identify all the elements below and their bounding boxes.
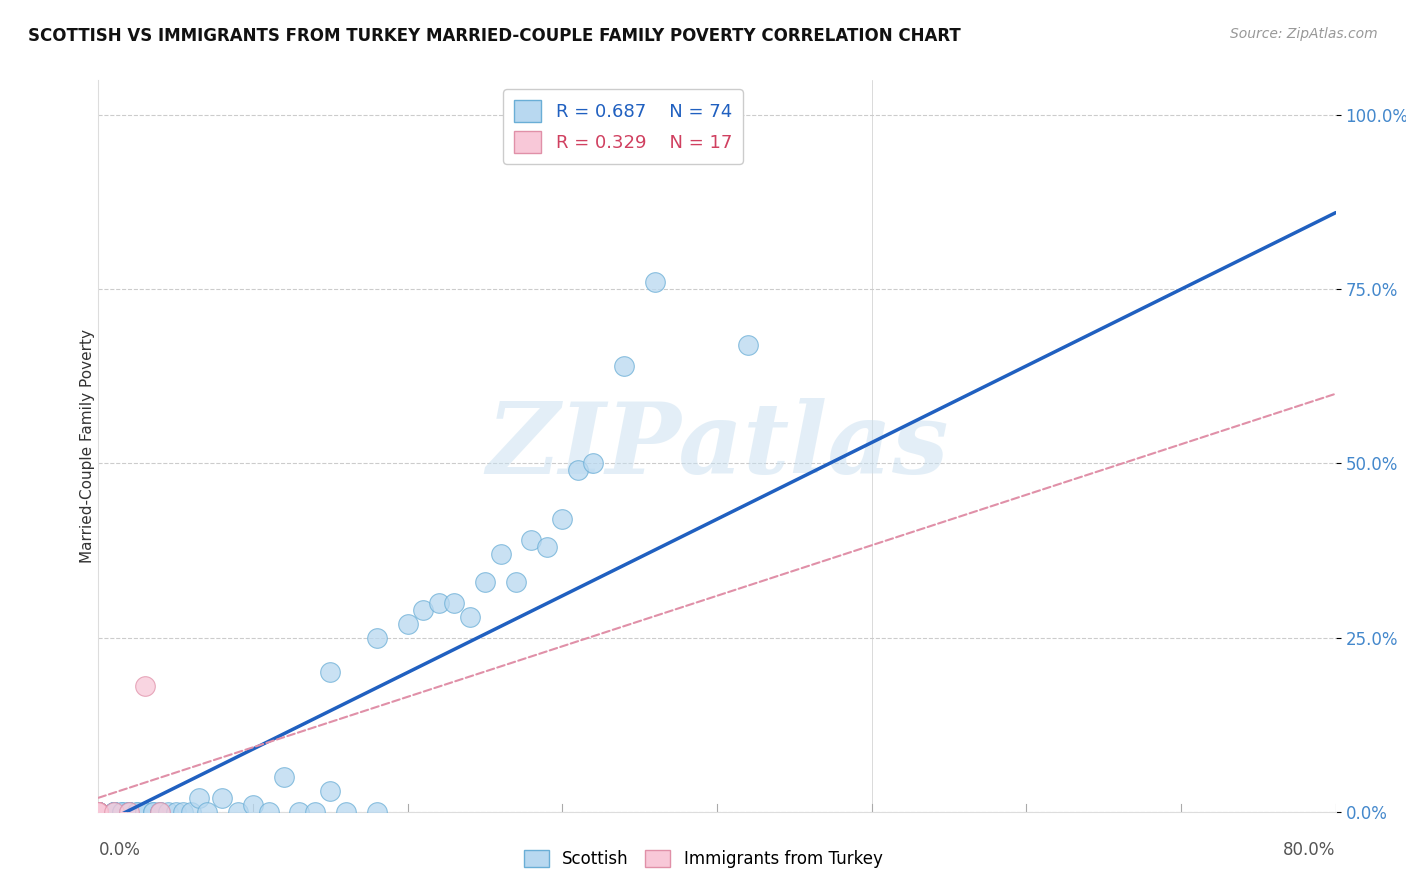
Point	[87, 805, 110, 819]
Point	[149, 805, 172, 819]
Point	[87, 805, 110, 819]
Text: ZIPatlas: ZIPatlas	[486, 398, 948, 494]
Point	[87, 805, 110, 819]
Y-axis label: Married-Couple Family Poverty: Married-Couple Family Poverty	[80, 329, 94, 563]
Point	[134, 805, 156, 819]
Point	[87, 805, 110, 819]
Point	[87, 805, 110, 819]
Point	[319, 784, 342, 798]
Point	[111, 805, 132, 819]
Point	[141, 805, 165, 819]
Point	[412, 603, 434, 617]
Point	[87, 805, 110, 819]
Point	[87, 805, 110, 819]
Point	[141, 805, 165, 819]
Point	[195, 805, 218, 819]
Point	[87, 805, 110, 819]
Point	[87, 805, 110, 819]
Point	[87, 805, 110, 819]
Point	[87, 805, 110, 819]
Point	[87, 805, 110, 819]
Point	[87, 805, 110, 819]
Point	[211, 790, 233, 805]
Point	[551, 512, 574, 526]
Point	[87, 805, 110, 819]
Point	[87, 805, 110, 819]
Text: Source: ZipAtlas.com: Source: ZipAtlas.com	[1230, 27, 1378, 41]
Point	[180, 805, 202, 819]
Point	[582, 457, 605, 471]
Point	[567, 463, 589, 477]
Point	[103, 805, 125, 819]
Point	[149, 805, 172, 819]
Point	[118, 805, 141, 819]
Point	[87, 805, 110, 819]
Point	[87, 805, 110, 819]
Point	[366, 805, 388, 819]
Point	[520, 533, 543, 547]
Point	[103, 805, 125, 819]
Text: SCOTTISH VS IMMIGRANTS FROM TURKEY MARRIED-COUPLE FAMILY POVERTY CORRELATION CHA: SCOTTISH VS IMMIGRANTS FROM TURKEY MARRI…	[28, 27, 960, 45]
Point	[87, 805, 110, 819]
Point	[188, 790, 211, 805]
Point	[87, 805, 110, 819]
Point	[505, 574, 527, 589]
Point	[304, 805, 326, 819]
Point	[134, 679, 156, 693]
Point	[536, 540, 558, 554]
Point	[87, 805, 110, 819]
Point	[87, 805, 110, 819]
Point	[87, 805, 110, 819]
Point	[273, 770, 295, 784]
Point	[396, 616, 419, 631]
Point	[87, 805, 110, 819]
Point	[474, 574, 496, 589]
Point	[165, 805, 187, 819]
Point	[257, 805, 280, 819]
Point	[157, 805, 180, 819]
Point	[366, 631, 388, 645]
Point	[118, 805, 141, 819]
Legend: Scottish, Immigrants from Turkey: Scottish, Immigrants from Turkey	[517, 843, 889, 875]
Point	[87, 805, 110, 819]
Point	[103, 805, 125, 819]
Legend: R = 0.687    N = 74, R = 0.329    N = 17: R = 0.687 N = 74, R = 0.329 N = 17	[503, 89, 742, 164]
Point	[288, 805, 311, 819]
Point	[87, 805, 110, 819]
Point	[87, 805, 110, 819]
Point	[242, 797, 264, 812]
Point	[103, 805, 125, 819]
Point	[103, 805, 125, 819]
Point	[118, 805, 141, 819]
Point	[118, 805, 141, 819]
Point	[613, 359, 636, 373]
Point	[172, 805, 194, 819]
Point	[87, 805, 110, 819]
Point	[87, 805, 110, 819]
Point	[111, 805, 132, 819]
Point	[149, 805, 172, 819]
Point	[127, 805, 149, 819]
Point	[226, 805, 249, 819]
Point	[87, 805, 110, 819]
Point	[443, 596, 465, 610]
Point	[489, 547, 512, 561]
Text: 80.0%: 80.0%	[1284, 841, 1336, 859]
Point	[335, 805, 357, 819]
Point	[103, 805, 125, 819]
Point	[134, 805, 156, 819]
Point	[127, 805, 149, 819]
Text: 0.0%: 0.0%	[98, 841, 141, 859]
Point	[87, 805, 110, 819]
Point	[458, 609, 481, 624]
Point	[118, 805, 141, 819]
Point	[87, 805, 110, 819]
Point	[103, 805, 125, 819]
Point	[737, 338, 759, 352]
Point	[427, 596, 450, 610]
Point	[319, 665, 342, 680]
Point	[87, 805, 110, 819]
Point	[87, 805, 110, 819]
Point	[644, 275, 666, 289]
